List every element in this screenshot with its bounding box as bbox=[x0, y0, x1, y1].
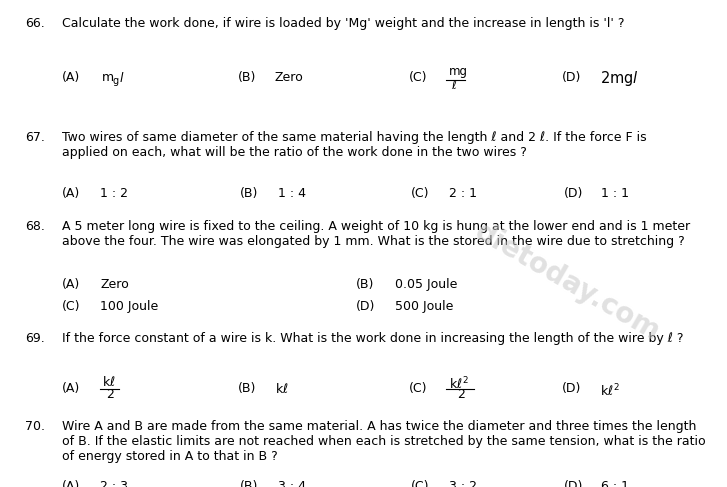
Text: 1 : 1: 1 : 1 bbox=[601, 187, 630, 201]
Text: 2mg$l$: 2mg$l$ bbox=[600, 69, 638, 88]
Text: dietoday.com: dietoday.com bbox=[470, 218, 664, 347]
Text: 68.: 68. bbox=[25, 220, 45, 233]
Text: $\ell$: $\ell$ bbox=[451, 79, 457, 93]
Text: k$\ell$: k$\ell$ bbox=[275, 382, 289, 396]
Text: $l$: $l$ bbox=[119, 71, 124, 85]
Text: 500 Joule: 500 Joule bbox=[395, 300, 453, 313]
Text: (A): (A) bbox=[62, 278, 80, 291]
Text: k$\ell^2$: k$\ell^2$ bbox=[449, 375, 470, 392]
Text: (A): (A) bbox=[62, 187, 80, 201]
Text: Calculate the work done, if wire is loaded by 'Mg' weight and the increase in le: Calculate the work done, if wire is load… bbox=[62, 17, 624, 30]
Text: 66.: 66. bbox=[25, 17, 45, 30]
Text: k$\ell^2$: k$\ell^2$ bbox=[600, 382, 620, 399]
Text: (D): (D) bbox=[563, 480, 583, 487]
Text: (A): (A) bbox=[62, 71, 80, 84]
Text: mg: mg bbox=[449, 65, 468, 78]
Text: 2: 2 bbox=[106, 388, 114, 401]
Text: 2 : 3: 2 : 3 bbox=[100, 480, 128, 487]
Text: 1 : 2: 1 : 2 bbox=[100, 187, 128, 201]
Text: Zero: Zero bbox=[275, 71, 304, 84]
Text: If the force constant of a wire is k. What is the work done in increasing the le: If the force constant of a wire is k. Wh… bbox=[62, 332, 683, 345]
Text: k$\ell$: k$\ell$ bbox=[102, 375, 116, 390]
Text: 69.: 69. bbox=[25, 332, 45, 345]
Text: 3 : 2: 3 : 2 bbox=[449, 480, 477, 487]
Text: m: m bbox=[102, 71, 114, 84]
Text: (D): (D) bbox=[563, 187, 583, 201]
Text: (C): (C) bbox=[411, 480, 429, 487]
Text: (C): (C) bbox=[62, 300, 80, 313]
Text: g: g bbox=[113, 76, 119, 87]
Text: 6 : 1: 6 : 1 bbox=[601, 480, 630, 487]
Text: (B): (B) bbox=[240, 480, 258, 487]
Text: (B): (B) bbox=[238, 71, 256, 84]
Text: Zero: Zero bbox=[100, 278, 129, 291]
Text: 3 : 4: 3 : 4 bbox=[278, 480, 306, 487]
Text: 0.05 Joule: 0.05 Joule bbox=[395, 278, 457, 291]
Text: (D): (D) bbox=[562, 382, 582, 395]
Text: A 5 meter long wire is fixed to the ceiling. A weight of 10 kg is hung at the lo: A 5 meter long wire is fixed to the ceil… bbox=[62, 220, 690, 248]
Text: (B): (B) bbox=[240, 187, 258, 201]
Text: Two wires of same diameter of the same material having the length ℓ and 2 ℓ. If : Two wires of same diameter of the same m… bbox=[62, 131, 646, 159]
Text: (B): (B) bbox=[356, 278, 374, 291]
Text: (C): (C) bbox=[411, 187, 429, 201]
Text: 67.: 67. bbox=[25, 131, 45, 145]
Text: (A): (A) bbox=[62, 480, 80, 487]
Text: 100 Joule: 100 Joule bbox=[100, 300, 158, 313]
Text: Wire A and B are made from the same material. A has twice the diameter and three: Wire A and B are made from the same mate… bbox=[62, 420, 705, 463]
Text: 70.: 70. bbox=[25, 420, 46, 433]
Text: (D): (D) bbox=[356, 300, 376, 313]
Text: 2 : 1: 2 : 1 bbox=[449, 187, 477, 201]
Text: (D): (D) bbox=[562, 71, 582, 84]
Text: (C): (C) bbox=[409, 71, 427, 84]
Text: (A): (A) bbox=[62, 382, 80, 395]
Text: 2: 2 bbox=[457, 388, 465, 401]
Text: 1 : 4: 1 : 4 bbox=[278, 187, 306, 201]
Text: (B): (B) bbox=[238, 382, 256, 395]
Text: (C): (C) bbox=[409, 382, 427, 395]
